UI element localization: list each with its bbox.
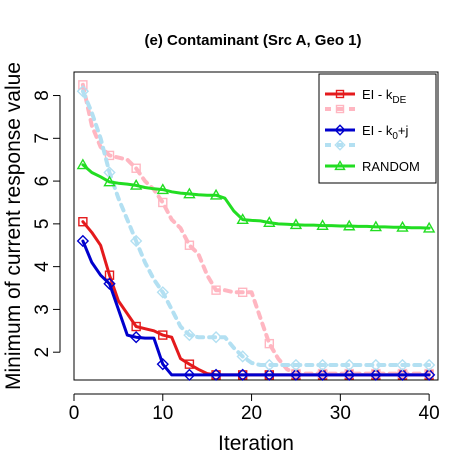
- series-1-point: [78, 217, 88, 227]
- series-5-point: [156, 183, 169, 195]
- series-5-point: [422, 221, 436, 233]
- series-2-point: [104, 150, 115, 161]
- series-4-point: [76, 85, 90, 98]
- series-2-point: [237, 287, 248, 298]
- series-5-point: [103, 175, 116, 187]
- series-2-point: [264, 338, 275, 349]
- series-3-point: [263, 368, 276, 382]
- y-tick-label: 7: [32, 133, 53, 144]
- series-5-point: [289, 218, 303, 230]
- legend-marker-2: [335, 104, 345, 114]
- series-3-point: [236, 368, 249, 382]
- y-axis-label: Minimum of current response value: [2, 62, 25, 390]
- series-4-point: [129, 234, 143, 248]
- series-3-point: [156, 357, 169, 371]
- plot-frame: [73, 71, 439, 381]
- series-2-point: [158, 197, 168, 208]
- legend-marker-3: [334, 124, 346, 136]
- x-tick-label: 20: [241, 403, 262, 424]
- series-3-point: [422, 368, 436, 382]
- series-3-point: [289, 368, 303, 382]
- series-3-point: [316, 368, 329, 382]
- series-3-point: [209, 368, 223, 382]
- series-4-point: [209, 331, 223, 344]
- legend-marker-4: [334, 139, 346, 151]
- series-1-point: [158, 330, 168, 340]
- series-5-point: [209, 188, 223, 200]
- series-5-point: [369, 220, 383, 232]
- x-axis: 0 10 20 30 40: [69, 393, 440, 424]
- x-tick-label: 30: [330, 403, 351, 424]
- y-tick-label: 6: [32, 176, 53, 187]
- series-2-point: [131, 163, 141, 173]
- series-4-point: [183, 328, 196, 342]
- x-tick-label: 0: [69, 403, 80, 424]
- series-2-point: [78, 80, 88, 90]
- legend-label-5: RANDOM: [362, 159, 420, 174]
- y-tick-label: 8: [32, 90, 53, 101]
- series-4-point: [263, 358, 276, 372]
- series-5-point: [183, 187, 196, 199]
- series-5-point: [263, 216, 276, 228]
- series-3-point: [183, 368, 196, 382]
- chart-title: (e) Contaminant (Src A, Geo 1): [145, 32, 362, 49]
- series-5-point: [236, 213, 249, 225]
- legend-marker-1: [335, 89, 345, 99]
- series-3-point: [129, 331, 143, 344]
- series-4-point: [316, 358, 329, 372]
- series-layer: [76, 80, 436, 382]
- series-3-point: [396, 368, 409, 382]
- series-4-point: [422, 358, 436, 372]
- series-4-point: [369, 358, 383, 372]
- series-5-point: [343, 219, 356, 231]
- series-4-point: [236, 350, 249, 363]
- y-tick-label: 2: [32, 347, 53, 358]
- series-4-point: [156, 286, 169, 299]
- series-5-point: [396, 220, 409, 232]
- x-axis-label: Iteration: [218, 432, 294, 455]
- series-3-point: [103, 277, 116, 290]
- series-line-5: [81, 163, 431, 230]
- series-3-point: [343, 368, 356, 382]
- y-tick-label: 4: [32, 261, 53, 272]
- series-5-point: [129, 178, 143, 190]
- series-5-point: [316, 219, 329, 231]
- series-4-point: [343, 358, 356, 372]
- series-1-point: [131, 321, 141, 332]
- x-tick-label: 10: [152, 403, 173, 424]
- y-axis: 2 3 4 5 6 7 8: [32, 90, 61, 358]
- series-2-point: [211, 285, 221, 295]
- legend-marker-5: [334, 160, 346, 171]
- series-3-point: [369, 368, 383, 382]
- series-3-point: [76, 234, 90, 248]
- x-tick-label: 40: [419, 403, 440, 424]
- y-tick-label: 3: [32, 304, 53, 315]
- series-5-point: [76, 158, 90, 170]
- series-4-point: [396, 358, 409, 372]
- series-2-point: [184, 240, 195, 250]
- y-tick-label: 5: [32, 219, 53, 230]
- series-1-point: [184, 359, 195, 369]
- series-4-point: [289, 358, 303, 372]
